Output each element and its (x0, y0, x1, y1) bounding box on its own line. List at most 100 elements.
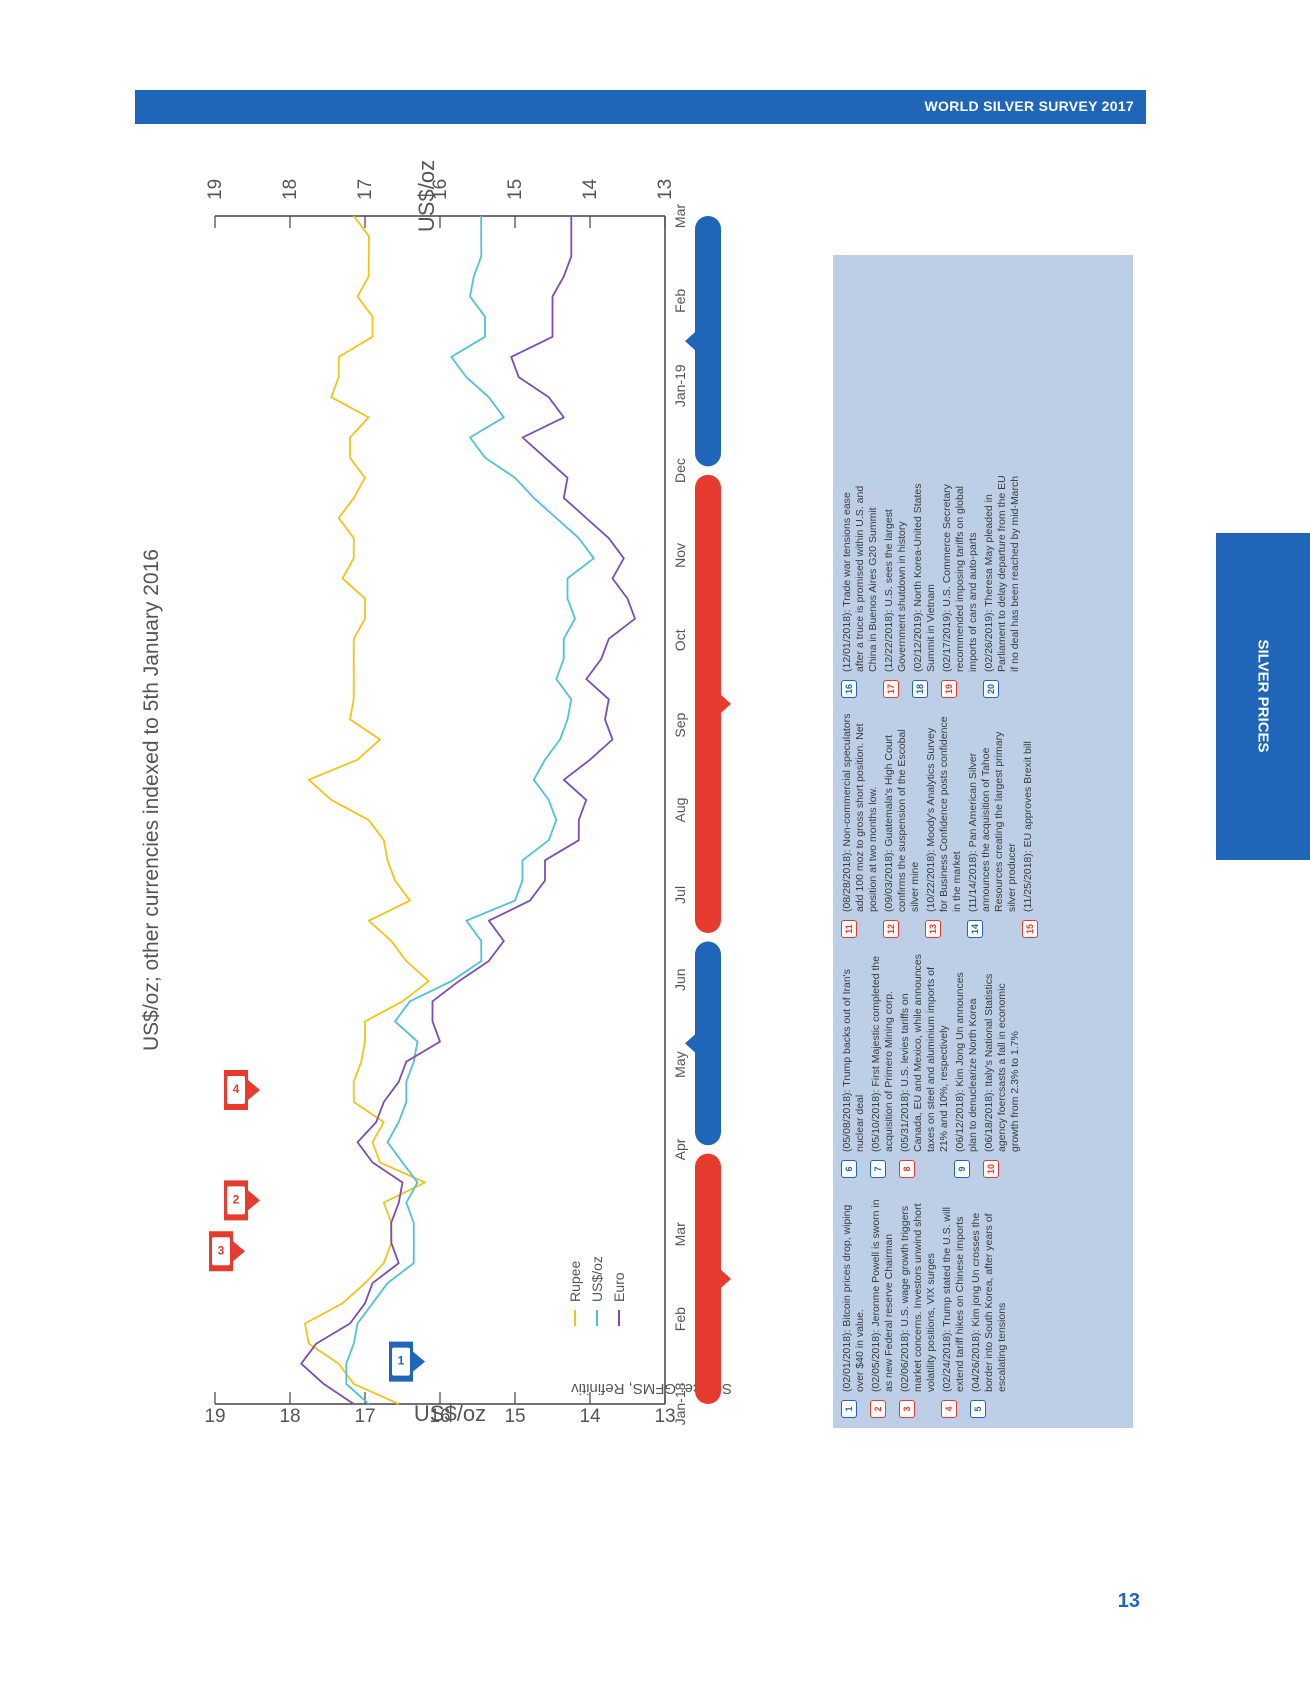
notes-column: 1 (02/01/2018): Bitcoin prices drop, wipi… (841, 1193, 1012, 1418)
note-number-badge: 10 (983, 1160, 999, 1178)
note-text: (02/24/2018): Trump stated the U.S. will… (941, 1206, 966, 1392)
x-tick-label: Oct (672, 629, 688, 651)
legend-label: Euro (611, 1272, 627, 1302)
note-text: (05/08/2018): Trump backs out of Iran's … (841, 969, 866, 1152)
note-number-badge: 3 (899, 1400, 915, 1418)
note-text: (12/22/2018): U.S. sees the largest Gove… (883, 509, 908, 672)
note-text: (02/12/2019): North Korea-United States … (912, 483, 937, 672)
x-tick-label: Jun (672, 968, 688, 991)
y-tick-label: 16 (429, 1406, 450, 1427)
period-arrow (721, 1269, 731, 1288)
notes-column: 16 (12/01/2018): Trade war tensions ease … (841, 473, 1025, 698)
event-marker-number: 4 (233, 1082, 240, 1096)
x-tick-label: Aug (672, 798, 688, 823)
series-line-rupee (304, 215, 430, 1405)
legend: Rupee US$/oz Euro (567, 1256, 627, 1326)
note-text: (02/01/2018): Bitcoin prices drop, wipin… (841, 1204, 866, 1392)
note-text: (02/05/2018): Jeronme Powell is sworn in… (870, 1199, 895, 1392)
x-axis: Jan-18 Feb Mar Apr May Jun Jul Aug Sep Oct Nov Dec J… (672, 204, 688, 1426)
period-bar (695, 1153, 721, 1404)
note-text: (05/31/2018): U.S. levies tariffs on Can… (899, 954, 950, 1152)
y-tick-label: 15 (504, 1406, 525, 1427)
y-tick-label: 17 (355, 179, 376, 200)
event-note: 20 (02/26/2019): Theresa May pleaded in P… (983, 473, 1022, 698)
note-number-badge: 13 (925, 920, 941, 938)
event-note: 2 (02/05/2018): Jeronme Powell is sworn i… (870, 1193, 896, 1418)
grid (214, 215, 666, 1405)
header-bar: WORLD SILVER SURVEY 2017 (135, 90, 1146, 124)
chart-panel: US$/oz; other currencies indexed to 5th … (120, 153, 1202, 1446)
event-marker-box (227, 1186, 245, 1215)
event-marker-number: 3 (218, 1243, 225, 1257)
series-line-usoz (345, 216, 595, 1405)
source-note: Source: GFMS, Refinitiv (571, 1380, 732, 1397)
event-note: 16 (12/01/2018): Trade war tensions ease … (841, 473, 880, 698)
note-text: (05/10/2018): First Majestic completed t… (870, 955, 895, 1152)
y-tick-label: 19 (205, 179, 226, 200)
section-tab[interactable]: SILVER PRICES (1216, 533, 1310, 860)
event-marker-box (392, 1347, 410, 1376)
y-tick-label: 17 (354, 1406, 375, 1427)
note-number-badge: 19 (941, 680, 957, 698)
x-tick-label: Mar (672, 204, 688, 228)
event-note: 6 (05/08/2018): Trump backs out of Iran's… (841, 953, 867, 1178)
event-note: 12 (09/03/2018): Guatemala's High Court c… (883, 713, 922, 938)
x-tick-label: Feb (672, 1307, 688, 1331)
x-tick-label: May (672, 1051, 688, 1077)
x-tick-label: Feb (672, 289, 688, 313)
section-tab-label: SILVER PRICES (1254, 639, 1272, 753)
note-number-badge: 11 (841, 920, 857, 938)
y-axis-left: 19 18 17 16 15 14 13 (204, 1406, 675, 1427)
y-tick-label: 13 (654, 1406, 675, 1427)
note-number-badge: 8 (899, 1160, 915, 1178)
event-marker-box (212, 1237, 230, 1266)
event-note: 15 (11/25/2018): EU approves Brexit bill (1022, 713, 1038, 938)
event-markers: 1234567891011121314151617181920 (209, 1070, 425, 1382)
note-number-badge: 14 (967, 920, 983, 938)
event-note: 19 (02/17/2019): U.S. Commerce Secretary … (941, 473, 980, 698)
y-tick-label: 14 (580, 178, 601, 200)
period-bar (695, 474, 721, 934)
event-note: 13 (10/22/2018): Moody's Analytics Survey… (925, 713, 964, 938)
period-arrow (721, 694, 731, 713)
y-tick-label: 13 (655, 179, 676, 200)
event-note: 1 (02/01/2018): Bitcoin prices drop, wipi… (841, 1193, 867, 1418)
note-text: (12/01/2018): Trade war tensions ease af… (841, 485, 879, 672)
event-marker: 3 (209, 1231, 245, 1272)
y-tick-label: 14 (579, 1406, 601, 1427)
note-number-badge: 7 (870, 1160, 886, 1178)
note-number-badge: 20 (983, 680, 999, 698)
x-tick-label: Jul (672, 886, 688, 904)
note-text: (02/26/2019): Theresa May pleaded in Par… (983, 475, 1021, 672)
x-tick-label: Nov (672, 543, 688, 568)
period-bar (695, 941, 721, 1146)
note-text: (10/22/2018): Moody's Analytics Survey f… (925, 716, 963, 912)
note-number-badge: 5 (970, 1400, 986, 1418)
note-text: (06/12/2018): Kim Jong Un announces plan… (954, 972, 979, 1152)
event-note: 8 (05/31/2018): U.S. levies tariffs on Ca… (899, 953, 951, 1178)
note-text: (11/14/2018): Pan American Silver announ… (967, 731, 1018, 912)
event-marker-box (227, 1076, 245, 1105)
event-note: 18 (02/12/2019): North Korea-United State… (912, 473, 938, 698)
notes-column: 6 (05/08/2018): Trump backs out of Iran's… (841, 953, 1025, 1178)
event-marker: 4 (224, 1070, 260, 1111)
period-arrow (685, 332, 695, 351)
y-tick-label: 16 (430, 179, 451, 200)
event-marker: 2 (224, 1180, 260, 1221)
silver-price-chart: US$/oz; other currencies indexed to 5th … (140, 160, 732, 1427)
y-axis-right: 19 18 17 16 15 14 13 (205, 178, 676, 200)
event-note: 9 (06/12/2018): Kim Jong Un announces pla… (954, 953, 980, 1178)
note-text: (06/18/2018): Italy's National Statistic… (983, 973, 1021, 1152)
event-note: 5 (04/26/2018): Kim jong Un crosses the b… (970, 1193, 1009, 1418)
note-text: (08/28/2018): Non-commercial speculators… (841, 713, 879, 912)
x-tick-label: Jan-19 (672, 364, 688, 407)
period-bars (685, 215, 731, 1404)
y-tick-label: 18 (280, 179, 301, 200)
period-bar (695, 215, 721, 467)
note-number-badge: 6 (841, 1160, 857, 1178)
y-tick-label: 19 (204, 1406, 225, 1427)
chart-title: US$/oz; other currencies indexed to 5th … (140, 549, 163, 1051)
event-note: 4 (02/24/2018): Trump stated the U.S. wil… (941, 1193, 967, 1418)
x-tick-label: Sep (672, 712, 688, 737)
y-tick-label: 18 (279, 1406, 300, 1427)
